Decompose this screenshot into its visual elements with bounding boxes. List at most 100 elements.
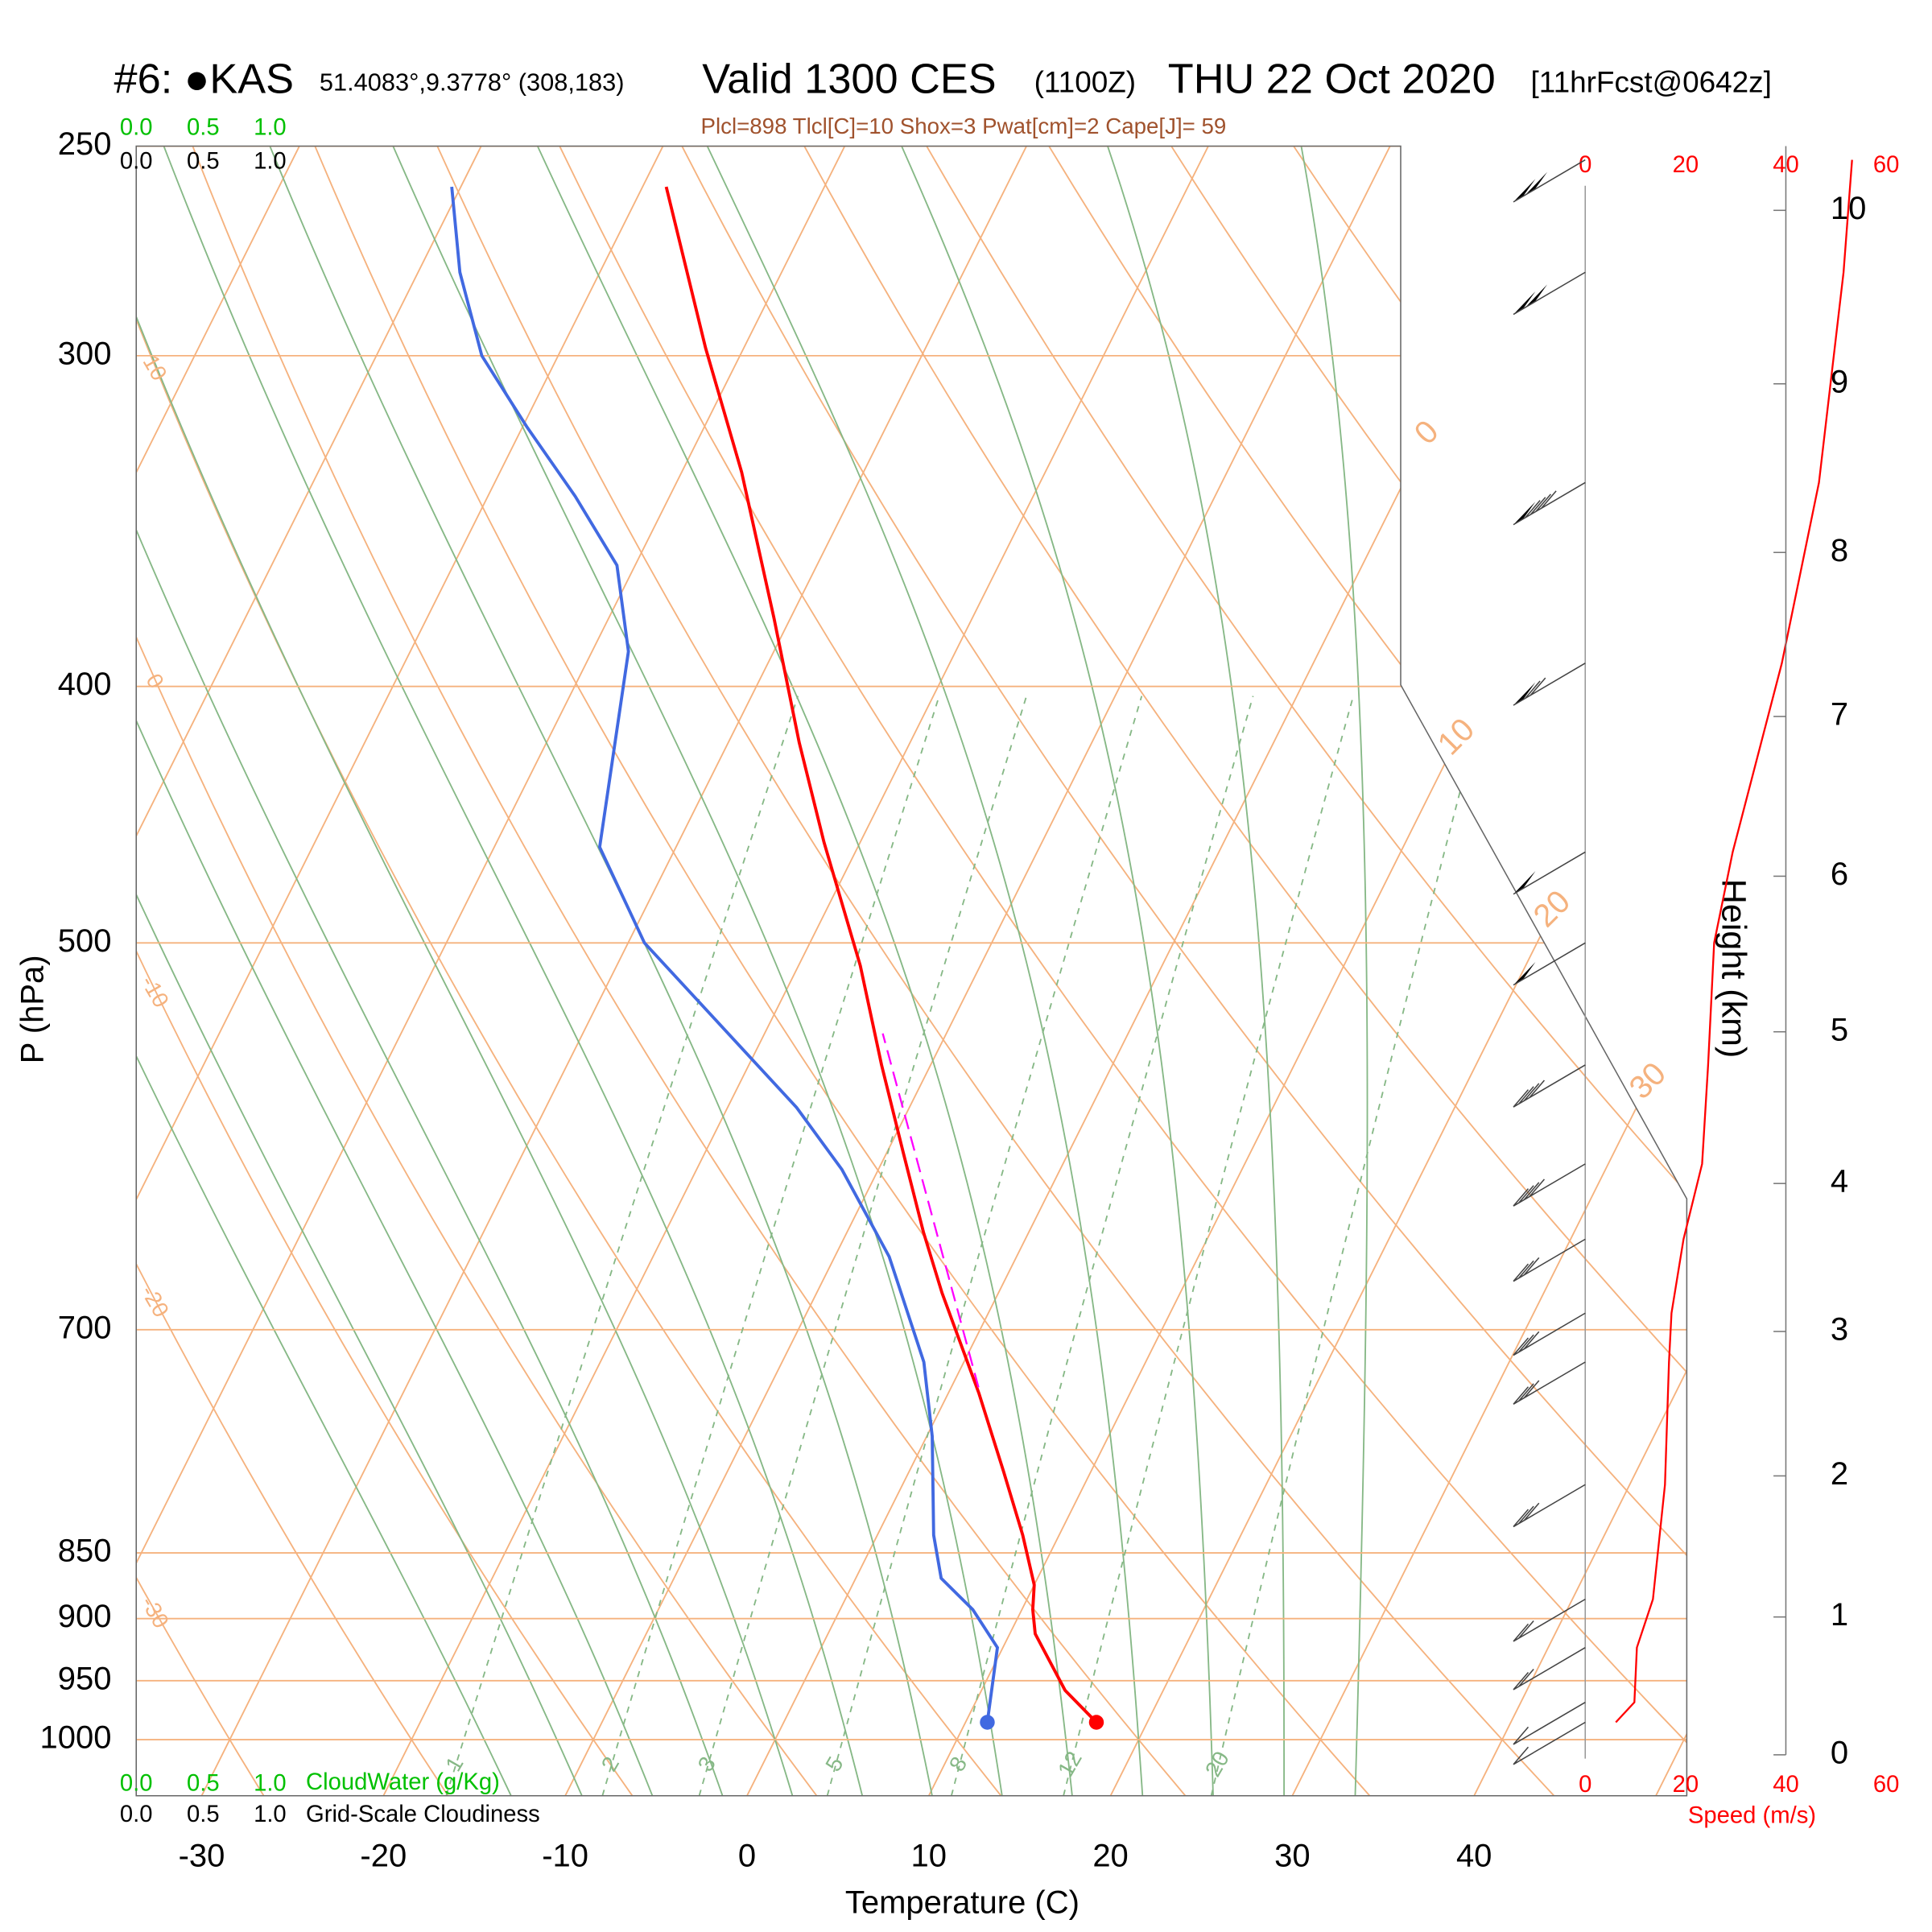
isotherm [200,146,1027,1796]
barb-staff [1513,1598,1586,1642]
barb-staff [1513,1361,1586,1405]
speed-tick-label: 20 [1673,1772,1699,1798]
wind-barb [1513,1598,1586,1642]
wind-barb [1513,1163,1586,1207]
y-axis-label: P (hPa) [15,955,51,1063]
cloud-tick-label: 0.0 [120,1802,153,1827]
moist-adiabat [163,146,864,1796]
barb-pennant [1513,179,1536,202]
isotherm [927,146,1687,1796]
speed-tick-label: 40 [1773,1772,1799,1798]
profile-line [450,186,1000,1723]
barb-staff [1513,1238,1586,1282]
dry-adiabat-label: -30 [136,1592,174,1633]
dry-adiabat [1048,146,1687,1796]
y-tick-label: 950 [58,1661,112,1696]
dry-adiabat [1170,146,1687,1796]
barb-staff [1513,851,1586,895]
wind-barb [1513,942,1586,986]
y-tick-label: 500 [58,923,112,959]
height-tick-label: 7 [1831,697,1848,733]
x-tick-label: 0 [738,1838,756,1873]
speed-tick-label: 20 [1673,152,1699,178]
barb-pennant [1513,682,1536,706]
barb-staff [1513,1701,1586,1745]
valid-time: Valid 1300 CES [702,56,996,102]
chart-body: #6: ●KAS 51.4083°,9.3778° (308,183) Vali… [15,56,1900,1921]
date: THU 22 Oct 2020 [1168,56,1496,102]
moist-adiabat [901,146,1214,1796]
barb-staff [1513,271,1586,316]
y-tick-label: 300 [58,336,112,371]
profile-line [664,186,1098,1724]
barb-pennant [1513,502,1536,525]
x-tick-label: 10 [911,1838,947,1873]
cloud-tick-label: 0.5 [187,1771,220,1797]
mixing-ratio-line [826,696,1143,1796]
y-tick-label: 850 [58,1534,112,1569]
isotherm [136,146,664,1796]
y-tick-label: 250 [58,126,112,162]
wind-speed-line [1615,159,1853,1724]
surface-point [980,1715,995,1730]
isotherm [1291,146,1687,1796]
height-tick-label: 5 [1831,1012,1848,1047]
dry-adiabat [436,146,1555,1796]
mixing-ratio-line [1210,696,1486,1796]
barb-pennant [1525,171,1548,196]
wind-barb [1513,481,1586,526]
isotherm [136,146,300,1796]
cloud-tick-label: 0.5 [187,148,220,174]
cloud-tick-label: 1.0 [254,148,287,174]
moist-adiabat [136,146,583,1796]
dry-adiabat-label: -10 [136,971,174,1011]
moist-adiabat [392,146,1003,1796]
x-tick-label: -10 [542,1838,588,1873]
isotherm [382,146,1209,1796]
dry-adiabat [136,146,1002,1796]
height-tick-label: 10 [1831,191,1866,226]
y-tick-label: 1000 [40,1720,112,1756]
wind-barb [1513,1064,1586,1108]
cloudiness-label: Grid-Scale Cloudiness [306,1802,540,1827]
x-axis-label: Temperature (C) [845,1885,1080,1921]
cloud-tick-label: 0.0 [120,148,153,174]
isotherm-label: 20 [1527,884,1578,935]
surface-point [1088,1715,1104,1730]
dry-adiabat [136,146,634,1796]
height-tick-label: 4 [1831,1164,1848,1199]
dry-adiabat-label: -20 [136,1281,174,1321]
dry-adiabat [803,146,1687,1796]
height-tick-label: 9 [1831,364,1848,399]
height-tick-label: 8 [1831,533,1848,568]
cloud-tick-label: 1.0 [254,1771,287,1797]
mixing-ratio-line [698,696,1028,1796]
height-tick-label: 0 [1831,1735,1848,1770]
moist-adiabat [1107,146,1285,1796]
y-tick-label: 900 [58,1599,112,1634]
speed-tick-label: 0 [1579,1772,1591,1798]
dry-adiabat [1660,146,1687,1796]
wind-barb [1513,1484,1586,1528]
barb-staff [1513,1064,1586,1108]
y2-axis-label: Height (km) [1714,879,1752,1059]
isotherm [136,146,846,1796]
wind-barb [1513,1312,1586,1356]
dry-adiabat [314,146,1371,1796]
moist-adiabat [269,146,933,1796]
moist-adiabat [536,146,1073,1796]
barb-staff [1513,1647,1586,1690]
barb-staff [1513,1721,1586,1765]
barb-pennant [1513,962,1536,985]
cloudwater-label: CloudWater (g/Kg) [306,1769,500,1795]
cloud-tick-label: 0.5 [187,1802,220,1827]
height-tick-label: 1 [1831,1597,1848,1633]
speed-tick-label: 60 [1873,1772,1900,1798]
speed-tick-label: 0 [1579,152,1591,178]
dry-adiabat-label: 0 [141,670,169,693]
mixing-ratio-label: 20 [1200,1747,1234,1781]
wind-barb [1513,271,1586,316]
wind-barb [1513,1721,1586,1765]
